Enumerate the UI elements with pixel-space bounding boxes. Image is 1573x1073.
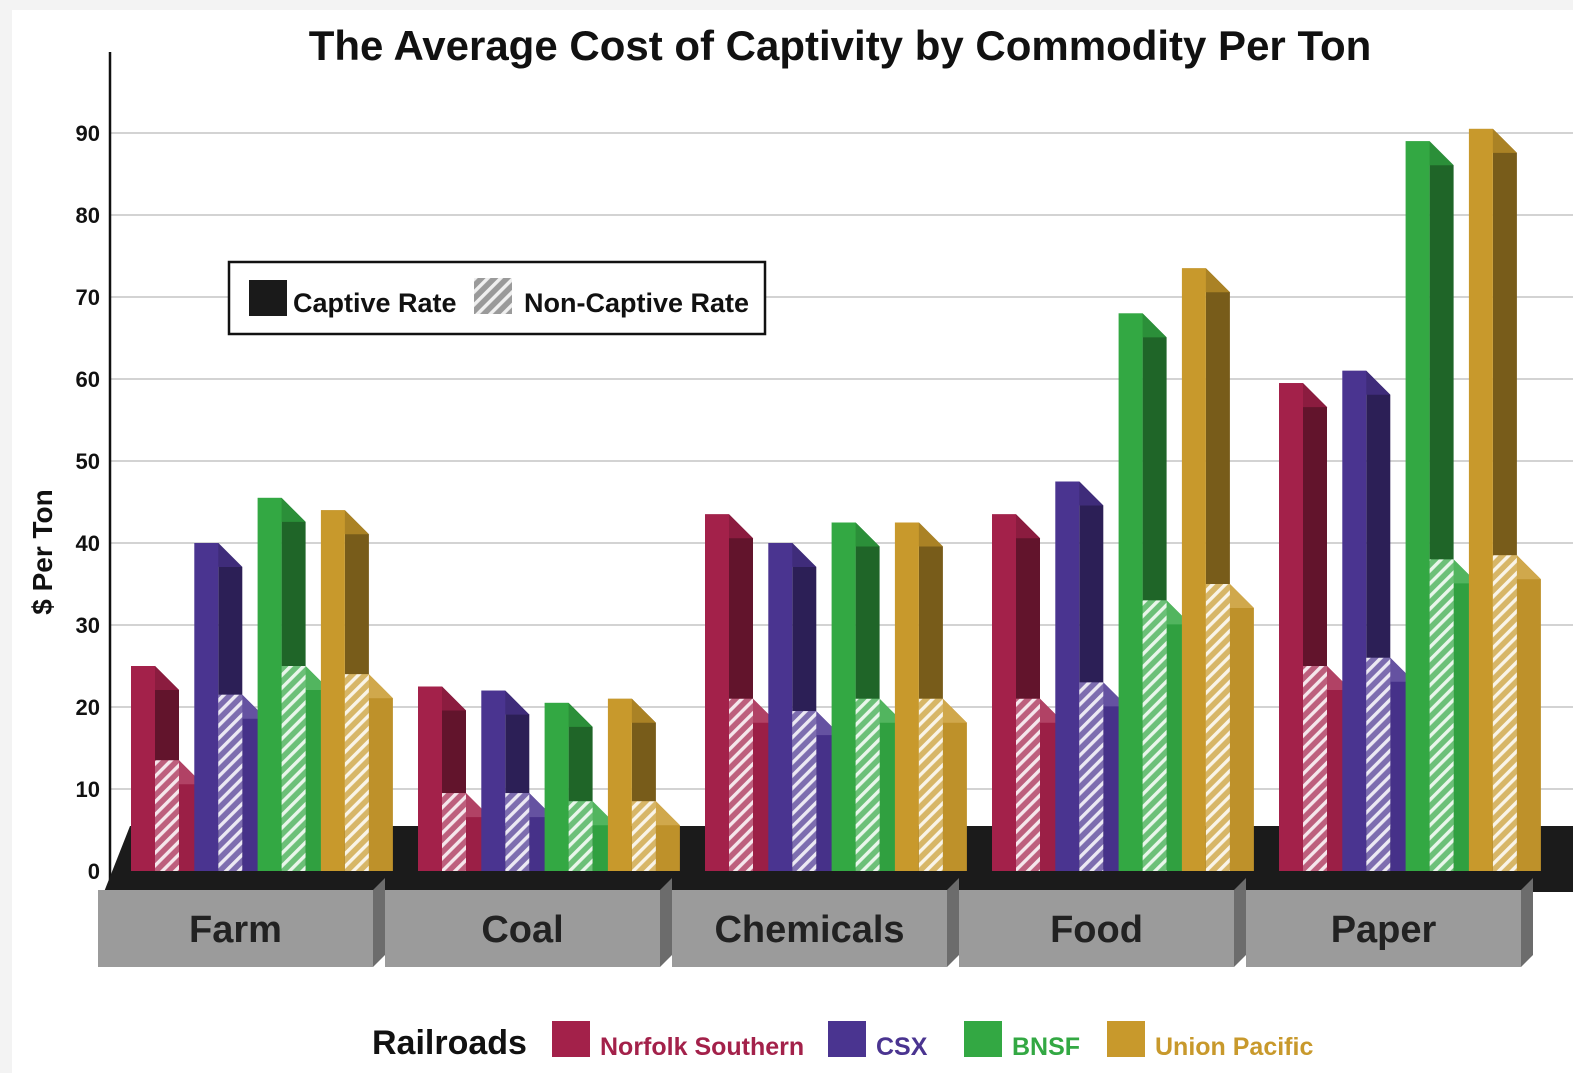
bar-front bbox=[194, 543, 219, 871]
bar-front bbox=[418, 686, 442, 871]
bar-front bbox=[1303, 666, 1327, 871]
bar-front bbox=[320, 510, 345, 871]
bar-front bbox=[792, 711, 817, 871]
bar-front bbox=[281, 666, 306, 871]
non-captive-rate-label: Non-Captive Rate bbox=[524, 288, 749, 318]
non-captive-bar bbox=[1492, 555, 1541, 871]
non-captive-bar bbox=[631, 801, 680, 871]
category-plinth bbox=[1246, 890, 1521, 967]
category-label: Food bbox=[1050, 909, 1143, 951]
bar-front bbox=[155, 760, 179, 871]
railroad-legend-swatch bbox=[1107, 1021, 1145, 1057]
bar-front bbox=[1279, 383, 1303, 871]
bar-front bbox=[607, 698, 632, 871]
bar-front bbox=[1118, 313, 1143, 871]
railroad-legend-label: CSX bbox=[876, 1033, 928, 1061]
bar-front bbox=[831, 522, 856, 871]
category-plinth bbox=[385, 890, 660, 967]
railroad-legend-label: Norfolk Southern bbox=[600, 1033, 804, 1061]
category-label: Chemicals bbox=[714, 909, 904, 951]
captive-rate-swatch bbox=[249, 280, 287, 316]
bar-front bbox=[505, 793, 530, 871]
bar-front bbox=[705, 514, 729, 871]
railroad-legend-swatch bbox=[552, 1021, 590, 1057]
y-axis: 0 10 20 30 40 50 60 70 80 90 bbox=[76, 52, 112, 884]
category-plinth bbox=[672, 890, 947, 967]
category-label: Paper bbox=[1331, 909, 1437, 951]
bar-front bbox=[1142, 600, 1167, 871]
bar-side bbox=[1229, 584, 1254, 871]
bar-front bbox=[1205, 584, 1230, 871]
y-tick-label: 0 bbox=[88, 859, 100, 884]
y-axis-label: $ Per Ton bbox=[27, 489, 58, 615]
captive-rate-label: Captive Rate bbox=[293, 288, 457, 318]
bar-front bbox=[768, 543, 793, 871]
bar-front bbox=[544, 702, 569, 871]
y-tick-label: 60 bbox=[76, 367, 100, 392]
railroad-legend-swatch bbox=[964, 1021, 1002, 1057]
railroads-legend: Railroads Norfolk Southern CSX BNSF Union P… bbox=[372, 1021, 1313, 1062]
bar-front bbox=[1468, 128, 1493, 871]
bar-front bbox=[631, 801, 656, 871]
bar-front bbox=[344, 674, 369, 871]
category-plinth-side bbox=[660, 878, 672, 967]
bar-front bbox=[855, 698, 880, 871]
railroads-legend-title: Railroads bbox=[372, 1024, 527, 1062]
bar-front bbox=[1366, 657, 1391, 871]
non-captive-bar bbox=[344, 674, 393, 871]
bar-front bbox=[257, 497, 282, 871]
bar-front bbox=[992, 514, 1016, 871]
category-plinth-side bbox=[1521, 878, 1533, 967]
non-captive-rate-swatch bbox=[474, 278, 512, 314]
bar-front bbox=[894, 522, 919, 871]
y-tick-label: 50 bbox=[76, 449, 100, 474]
chart-title: The Average Cost of Captivity by Commodi… bbox=[309, 22, 1372, 69]
category-plinth-side bbox=[947, 878, 959, 967]
category-plinth-side bbox=[1234, 878, 1246, 967]
bar-front bbox=[218, 694, 243, 871]
y-tick-label: 40 bbox=[76, 531, 100, 556]
bar-side bbox=[368, 674, 393, 871]
y-tick-label: 10 bbox=[76, 777, 100, 802]
bar-side bbox=[942, 698, 967, 871]
category-label: Farm bbox=[189, 909, 282, 951]
bar-front bbox=[729, 698, 753, 871]
non-captive-bar bbox=[1205, 584, 1254, 871]
bar-front bbox=[568, 801, 593, 871]
bar-front bbox=[1429, 559, 1454, 871]
railroad-legend-swatch bbox=[828, 1021, 866, 1057]
y-tick-label: 20 bbox=[76, 695, 100, 720]
railroad-legend-label: Union Pacific bbox=[1155, 1033, 1313, 1061]
bar-front bbox=[481, 690, 506, 871]
y-tick-label: 30 bbox=[76, 613, 100, 638]
bars bbox=[131, 128, 1541, 871]
y-tick-label: 90 bbox=[76, 121, 100, 146]
bar-front bbox=[1055, 481, 1080, 871]
y-tick-label: 70 bbox=[76, 285, 100, 310]
bar-front bbox=[1405, 141, 1430, 871]
non-captive-bar bbox=[568, 801, 617, 871]
bar-front bbox=[918, 698, 943, 871]
category-plinth bbox=[98, 890, 373, 967]
bar-front bbox=[131, 666, 155, 871]
non-captive-bar bbox=[918, 698, 967, 871]
bar-front bbox=[1342, 370, 1367, 871]
y-tick-label: 80 bbox=[76, 203, 100, 228]
bar-side bbox=[1516, 555, 1541, 871]
category-plinth-side bbox=[373, 878, 385, 967]
railroad-legend-label: BNSF bbox=[1012, 1033, 1080, 1061]
category-plinth bbox=[959, 890, 1234, 967]
bar-front bbox=[1492, 555, 1517, 871]
rate-legend: Captive Rate Non-Captive Rate bbox=[227, 260, 767, 336]
bar-front bbox=[1016, 698, 1040, 871]
bar-front bbox=[1079, 682, 1104, 871]
category-label: Coal bbox=[481, 909, 563, 951]
bar-front bbox=[442, 793, 466, 871]
bar-front bbox=[1181, 268, 1206, 871]
